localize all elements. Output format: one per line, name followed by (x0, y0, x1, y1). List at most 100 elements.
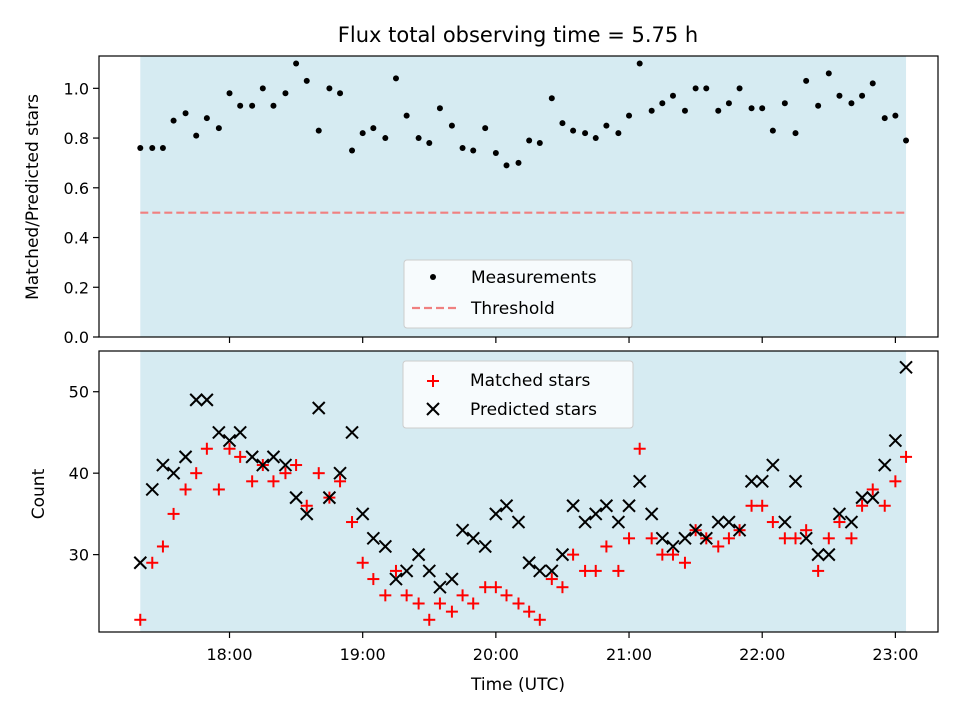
measurement-point (349, 147, 356, 154)
predicted-stars-point (755, 474, 769, 489)
measurement-point (370, 125, 377, 132)
matched-stars-point (533, 613, 546, 626)
legend-predicted-marker (426, 402, 440, 416)
matched-stars-point (433, 597, 446, 610)
predicted-stars-point (300, 507, 314, 521)
predicted-stars-point (766, 458, 780, 472)
measurement-point (836, 92, 843, 99)
predicted-stars-point (899, 360, 913, 374)
legend-threshold-label: Threshold (470, 299, 555, 319)
measurement-point (426, 140, 433, 147)
matched-stars-point (167, 507, 180, 520)
matched-stars-point (633, 442, 646, 455)
matched-stars-point (223, 442, 236, 455)
measurement-point (415, 135, 422, 142)
predicted-stars-point (256, 458, 270, 472)
predicted-stars-point (355, 507, 370, 521)
matched-stars-point (645, 532, 658, 545)
predicted-stars-point (611, 515, 626, 529)
matched-stars-point (190, 467, 203, 480)
predicted-stars-point (489, 507, 503, 521)
measurement-point (526, 137, 533, 144)
measurement-point (436, 105, 443, 112)
predicted-stars-point (722, 515, 736, 529)
top-y-ticks: 0.0 0.2 0.4 0.6 0.8 1.0 (64, 79, 99, 347)
measurement-point (215, 125, 222, 132)
bottom-axes-frame (98, 350, 939, 633)
predicted-stars-point (788, 474, 803, 489)
matched-stars-point (856, 499, 869, 512)
measurement-point (626, 112, 633, 119)
predicted-stars-point (699, 531, 713, 546)
measurement-point (382, 135, 389, 142)
predicted-stars-point (555, 547, 570, 562)
predicted-stars-point (333, 466, 347, 480)
measurement-point (703, 85, 710, 92)
measurement-point (448, 122, 455, 129)
predicted-stars-point (178, 450, 193, 464)
matched-stars-point (623, 532, 636, 545)
measurement-point (781, 100, 788, 107)
measurement-point (659, 100, 666, 107)
measurement-point (515, 159, 522, 166)
matched-stars-point (412, 597, 425, 610)
matched-stars-point (845, 532, 858, 545)
measurement-point (736, 85, 743, 92)
bottom-y-ticks: 30 40 50 (69, 383, 99, 565)
measurement-point (715, 107, 722, 114)
predicted-stars-point (200, 393, 214, 407)
top-panel: 0.0 0.2 0.4 0.6 0.8 1.0 Matched/Predicted sta… (23, 55, 939, 347)
matched-stars-point (246, 475, 259, 488)
matched-stars-point (334, 475, 347, 488)
matched-stars-point (800, 524, 813, 537)
measurement-point (193, 132, 200, 139)
measurement-point (869, 80, 876, 87)
measurement-point (881, 115, 888, 122)
measurement-point (503, 162, 510, 169)
measurement-point (548, 95, 555, 102)
measurement-point (815, 102, 822, 109)
predicted-stars-point (888, 433, 903, 448)
predicted-stars-point (822, 547, 836, 562)
predicted-stars-point (366, 531, 381, 546)
matched-stars-point (545, 573, 558, 586)
predicted-stars-point (222, 433, 237, 448)
predicted-stars-point (678, 531, 692, 546)
measurement-point (859, 92, 866, 99)
measurement-point (769, 127, 776, 134)
measurement-point (536, 140, 543, 147)
predicted-stars-point (345, 425, 359, 440)
predicted-stars-point (655, 531, 670, 546)
matched-stars-point (579, 564, 592, 577)
predicted-stars-point (455, 523, 470, 537)
matched-stars-point (146, 556, 159, 569)
legend-matched-label: Matched stars (470, 371, 590, 391)
predicted-stars-point (578, 515, 592, 529)
bottom-panel: 30 40 50 18:00 19:00 20:00 21:00 22:00 23:00 Co… (29, 350, 939, 695)
matched-stars-point (156, 540, 169, 553)
measurement-point (315, 127, 322, 134)
predicted-stars-point (855, 490, 869, 505)
bottom-y-axis-label: Count (29, 468, 49, 519)
matched-stars-point (567, 548, 580, 561)
predicted-stars-point (522, 556, 536, 570)
measurement-point (669, 92, 676, 99)
predicted-stars-point (478, 539, 492, 554)
predicted-stars-point (589, 507, 603, 521)
predicted-stars-point (778, 515, 792, 529)
matched-stars-point (479, 581, 492, 594)
x-tick-label: 20:00 (473, 645, 519, 664)
top-legend-box (403, 259, 633, 329)
x-tick-label: 22:00 (739, 645, 785, 664)
top-x-ticks (228, 337, 896, 343)
matched-stars-point (766, 516, 779, 529)
matched-stars-point (400, 589, 413, 602)
predicted-stars-point (445, 572, 459, 586)
matched-stars-point (500, 589, 513, 602)
top-y-axis-label: Matched/Predicted stars (23, 94, 43, 300)
x-tick-label: 21:00 (606, 645, 652, 664)
matched-stars-point (367, 573, 380, 586)
predicted-stars-point (466, 531, 480, 546)
predicted-stars-point (245, 450, 259, 464)
predicted-stars-point (811, 547, 825, 562)
